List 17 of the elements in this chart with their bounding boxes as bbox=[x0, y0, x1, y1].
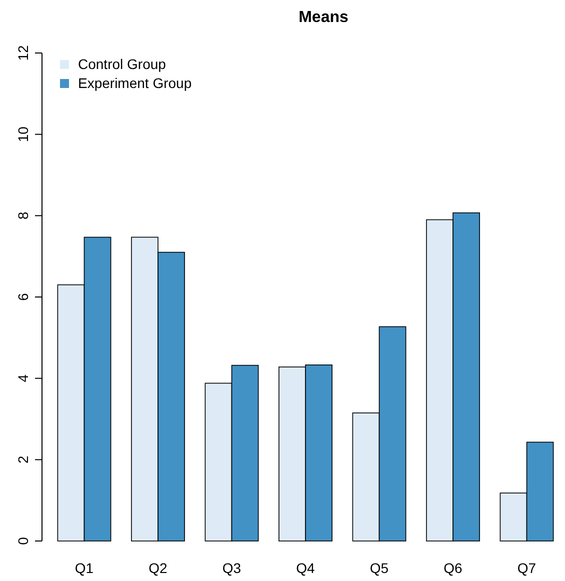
x-tick-label: Q1 bbox=[74, 560, 94, 576]
y-tick-label: 0 bbox=[15, 536, 31, 545]
y-tick-label: 2 bbox=[15, 456, 31, 464]
y-tick-label: 10 bbox=[15, 126, 31, 142]
x-tick-label: Q2 bbox=[148, 560, 168, 576]
x-tick-label: Q6 bbox=[444, 560, 463, 576]
x-tick-label: Q7 bbox=[517, 560, 536, 576]
x-tick-label: Q5 bbox=[370, 560, 389, 576]
y-tick-label: 8 bbox=[15, 212, 31, 220]
chart-title: Means bbox=[298, 9, 348, 26]
y-tick-label: 4 bbox=[15, 374, 31, 382]
legend-label: Experiment Group bbox=[78, 75, 192, 91]
x-tick-label: Q3 bbox=[222, 560, 242, 576]
x-tick-label: Q4 bbox=[296, 560, 316, 576]
legend-label: Control Group bbox=[78, 56, 166, 72]
y-tick-label: 6 bbox=[15, 292, 31, 301]
y-tick-label: 12 bbox=[15, 45, 31, 61]
